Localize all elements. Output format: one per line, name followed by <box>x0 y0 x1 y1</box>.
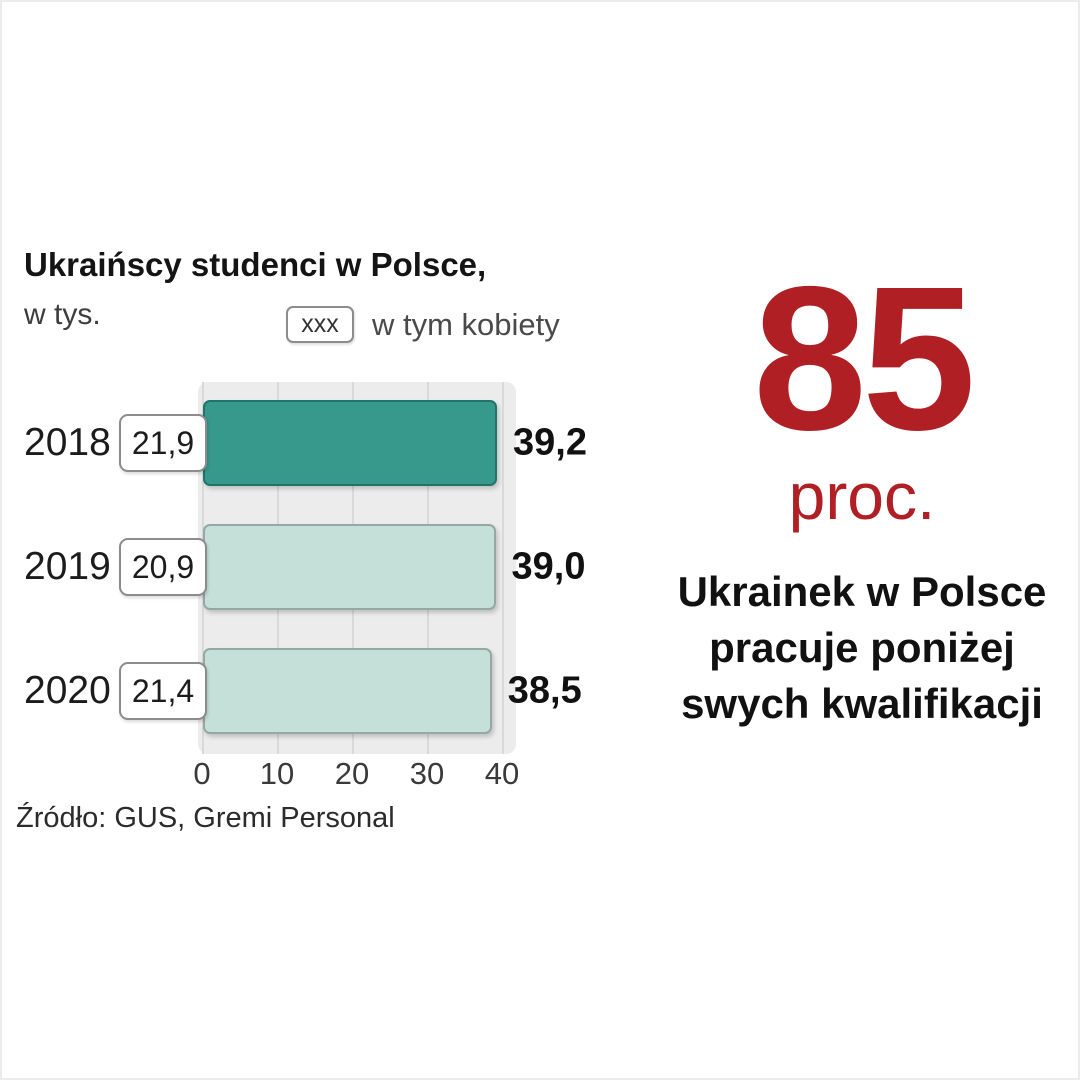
women-value: 21,4 <box>131 672 195 709</box>
x-axis-tick: 10 <box>259 756 295 791</box>
gridline <box>502 382 504 754</box>
total-value-label: 39,2 <box>513 421 587 464</box>
total-value-label: 39,0 <box>511 545 586 588</box>
x-axis-tick: 40 <box>484 756 520 791</box>
chart-title: Ukraińscy studenci w Polsce, <box>24 246 487 283</box>
women-value-box: 20,9 <box>119 538 207 596</box>
women-value: 20,9 <box>131 548 195 585</box>
stat-line: swych kwalifikacji <box>681 679 1043 727</box>
stat-line: pracuje poniżej <box>709 624 1015 672</box>
x-axis-tick: 30 <box>409 756 445 791</box>
bar-row-2019: 2019 20,9 39,0 <box>2 524 642 610</box>
source-note: Źródło: GUS, Gremi Personal <box>16 802 395 834</box>
x-axis-tick: 0 <box>193 756 211 791</box>
stat-unit: proc. <box>788 459 936 534</box>
stat-description: Ukrainek w Polsce pracuje poniżej swych … <box>652 564 1072 732</box>
year-label: 2020 <box>24 669 111 712</box>
total-students-bar <box>203 524 496 610</box>
women-value-box: 21,4 <box>119 662 207 720</box>
year-label: 2018 <box>24 421 111 464</box>
stat-value: 85 <box>752 244 976 473</box>
chart-unit-label: w tys. <box>24 298 101 331</box>
bar-row-2018: 2018 21,9 39,2 <box>2 400 642 486</box>
legend: xxx w tym kobiety <box>286 306 560 343</box>
total-students-bar <box>203 648 492 734</box>
women-value-box: 21,9 <box>119 414 207 472</box>
stat-panel: 85 proc. Ukrainek w Polsce pracuje poniż… <box>652 244 1072 732</box>
total-students-bar <box>203 400 497 486</box>
bar-row-2020: 2020 21,4 38,5 <box>2 648 642 734</box>
women-value: 21,9 <box>131 424 195 461</box>
legend-swatch: xxx <box>286 306 354 343</box>
stat-line: Ukrainek w Polsce <box>677 568 1047 616</box>
x-axis-tick: 20 <box>334 756 370 791</box>
total-value-label: 38,5 <box>507 669 582 712</box>
year-label: 2019 <box>24 545 111 588</box>
legend-label: w tym kobiety <box>372 306 560 342</box>
